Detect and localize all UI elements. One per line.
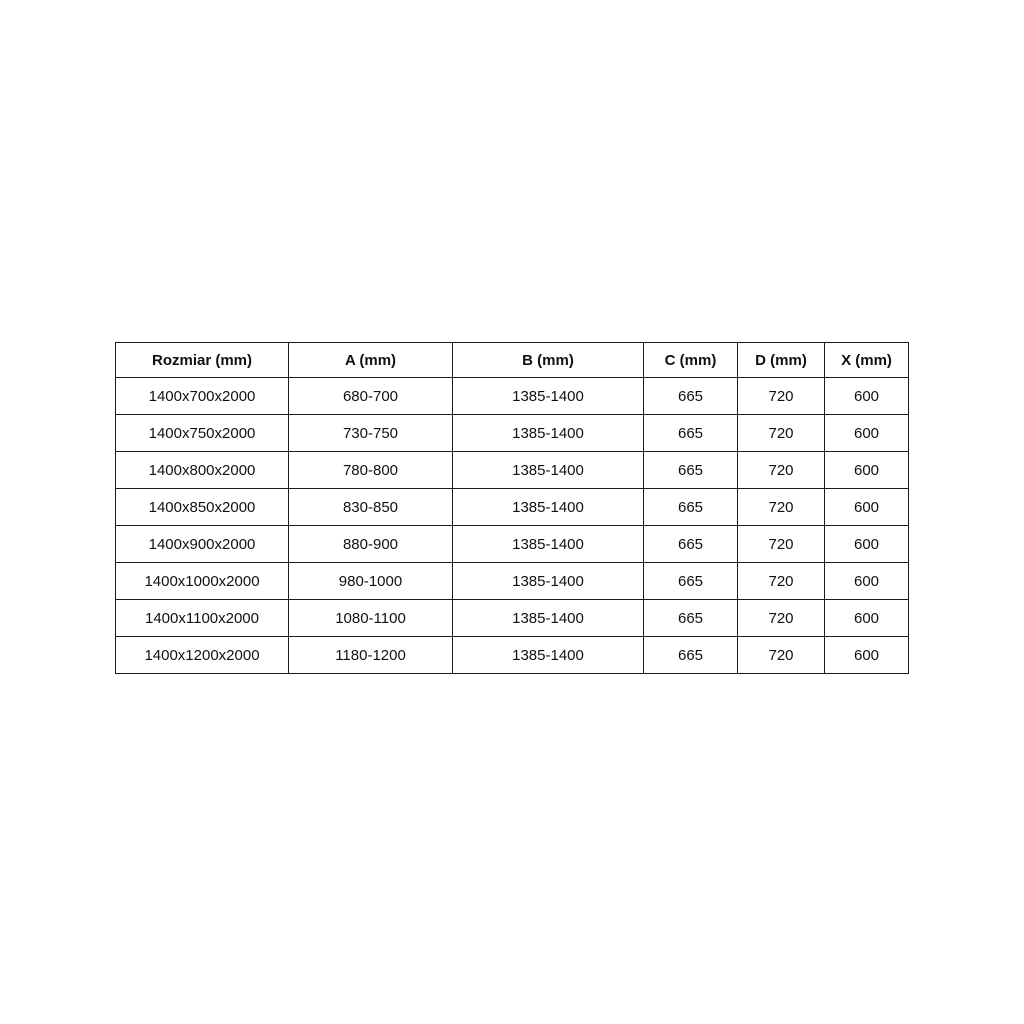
cell-d: 720 <box>737 599 825 637</box>
cell-x: 600 <box>824 377 909 415</box>
cell-d: 720 <box>737 377 825 415</box>
cell-d: 720 <box>737 525 825 563</box>
cell-x: 600 <box>824 414 909 452</box>
cell-rozmiar: 1400x900x2000 <box>115 525 289 563</box>
table-row: 1400x900x2000 880-900 1385-1400 665 720 … <box>115 525 909 563</box>
cell-d: 720 <box>737 636 825 674</box>
cell-x: 600 <box>824 599 909 637</box>
cell-b: 1385-1400 <box>452 599 644 637</box>
header-d: D (mm) <box>737 342 825 378</box>
table-row: 1400x1000x2000 980-1000 1385-1400 665 72… <box>115 562 909 600</box>
table-row: 1400x700x2000 680-700 1385-1400 665 720 … <box>115 377 909 415</box>
cell-x: 600 <box>824 525 909 563</box>
cell-x: 600 <box>824 636 909 674</box>
cell-c: 665 <box>643 451 738 489</box>
cell-rozmiar: 1400x1100x2000 <box>115 599 289 637</box>
cell-c: 665 <box>643 525 738 563</box>
size-spec-table: Rozmiar (mm) A (mm) B (mm) C (mm) D (mm)… <box>115 342 909 674</box>
cell-b: 1385-1400 <box>452 414 644 452</box>
cell-rozmiar: 1400x700x2000 <box>115 377 289 415</box>
table-row: 1400x850x2000 830-850 1385-1400 665 720 … <box>115 488 909 526</box>
cell-a: 730-750 <box>288 414 453 452</box>
table-row: 1400x800x2000 780-800 1385-1400 665 720 … <box>115 451 909 489</box>
cell-a: 830-850 <box>288 488 453 526</box>
header-c: C (mm) <box>643 342 738 378</box>
cell-a: 680-700 <box>288 377 453 415</box>
cell-d: 720 <box>737 562 825 600</box>
cell-x: 600 <box>824 451 909 489</box>
cell-b: 1385-1400 <box>452 525 644 563</box>
table-row: 1400x1100x2000 1080-1100 1385-1400 665 7… <box>115 599 909 637</box>
cell-a: 1080-1100 <box>288 599 453 637</box>
cell-d: 720 <box>737 414 825 452</box>
cell-d: 720 <box>737 488 825 526</box>
header-b: B (mm) <box>452 342 644 378</box>
cell-c: 665 <box>643 488 738 526</box>
cell-rozmiar: 1400x1200x2000 <box>115 636 289 674</box>
cell-c: 665 <box>643 377 738 415</box>
cell-d: 720 <box>737 451 825 489</box>
cell-x: 600 <box>824 562 909 600</box>
cell-b: 1385-1400 <box>452 562 644 600</box>
table-row: 1400x1200x2000 1180-1200 1385-1400 665 7… <box>115 636 909 674</box>
header-x: X (mm) <box>824 342 909 378</box>
cell-rozmiar: 1400x850x2000 <box>115 488 289 526</box>
table-row: 1400x750x2000 730-750 1385-1400 665 720 … <box>115 414 909 452</box>
cell-rozmiar: 1400x800x2000 <box>115 451 289 489</box>
header-rozmiar: Rozmiar (mm) <box>115 342 289 378</box>
cell-b: 1385-1400 <box>452 451 644 489</box>
cell-b: 1385-1400 <box>452 636 644 674</box>
cell-x: 600 <box>824 488 909 526</box>
cell-c: 665 <box>643 636 738 674</box>
cell-a: 780-800 <box>288 451 453 489</box>
cell-b: 1385-1400 <box>452 488 644 526</box>
cell-a: 880-900 <box>288 525 453 563</box>
cell-c: 665 <box>643 562 738 600</box>
cell-b: 1385-1400 <box>452 377 644 415</box>
cell-c: 665 <box>643 599 738 637</box>
cell-rozmiar: 1400x1000x2000 <box>115 562 289 600</box>
cell-a: 980-1000 <box>288 562 453 600</box>
cell-rozmiar: 1400x750x2000 <box>115 414 289 452</box>
cell-c: 665 <box>643 414 738 452</box>
header-a: A (mm) <box>288 342 453 378</box>
cell-a: 1180-1200 <box>288 636 453 674</box>
table-header-row: Rozmiar (mm) A (mm) B (mm) C (mm) D (mm)… <box>115 342 909 378</box>
